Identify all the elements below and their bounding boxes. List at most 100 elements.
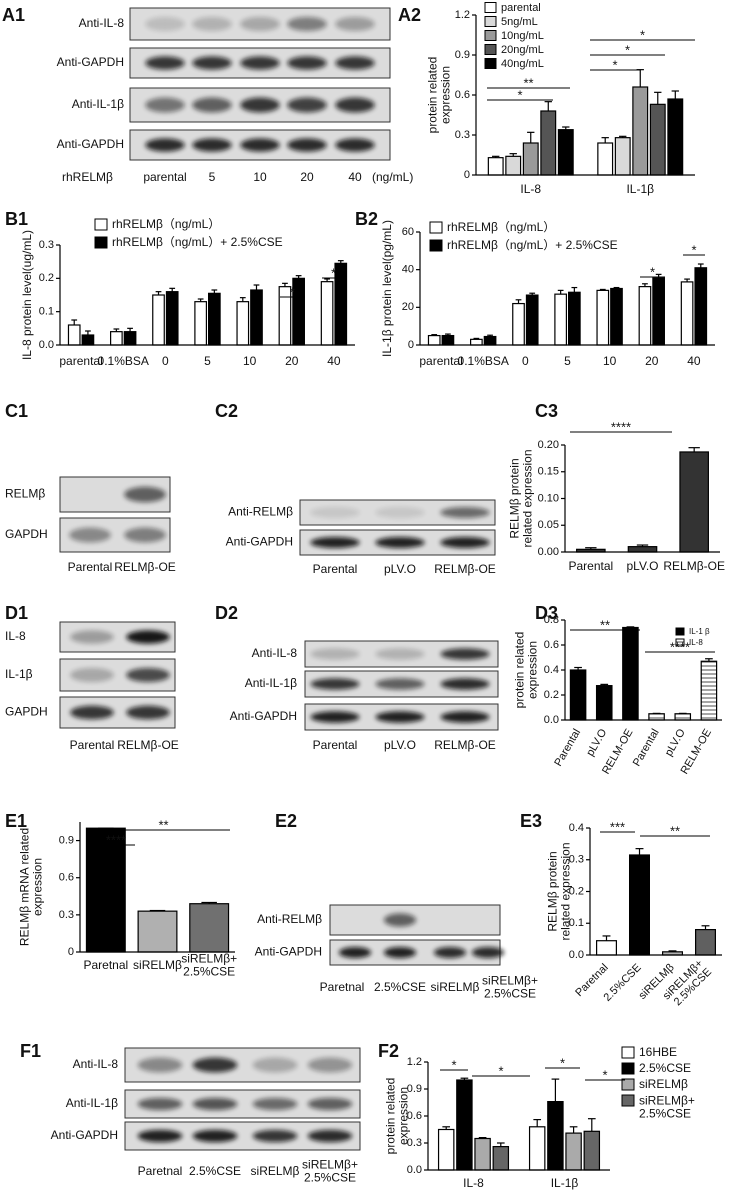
bar <box>85 827 126 953</box>
significance-label: * <box>560 1055 565 1070</box>
y-tick-label: 1.2 <box>455 9 470 21</box>
blot-band <box>310 711 360 723</box>
blot-band <box>383 947 417 958</box>
legend-label: 20ng/mL <box>501 44 544 56</box>
blot-row-label: Anti-GAPDH <box>226 535 293 549</box>
bar <box>679 451 709 553</box>
lane-label: Parental <box>68 560 113 574</box>
x-tick-label: 0.1%BSA <box>458 354 509 368</box>
text-line: 2.5%CSE <box>183 965 235 979</box>
y-tick-label: 0.05 <box>538 519 559 531</box>
blot-band <box>240 56 280 70</box>
lane-label: siRELMβ+ 2.5%CSE <box>302 1158 358 1185</box>
blot-row-label: Anti-GAPDH <box>51 1128 118 1142</box>
blot-band <box>310 537 360 548</box>
panel-label: D1 <box>5 603 28 623</box>
bar <box>522 142 539 176</box>
blot-band <box>192 1097 238 1111</box>
y-tick-label: 0.0 <box>544 714 559 726</box>
bar <box>505 155 522 176</box>
lane-label: 2.5%CSE <box>189 1164 241 1178</box>
x-tick-label: parental <box>59 354 102 368</box>
bar <box>557 129 574 176</box>
x-tick-label: Parental <box>552 727 583 768</box>
lane-label: pLV.O <box>384 562 416 576</box>
text-line: protein related <box>426 57 440 134</box>
bar <box>610 287 623 346</box>
significance-label: ** <box>600 617 610 632</box>
legend-label: 40ng/mL <box>501 58 544 70</box>
blot-band <box>252 1057 298 1073</box>
legend-label: parental <box>501 2 541 14</box>
lane-label: parental <box>143 170 186 184</box>
lane-label: Parental <box>70 738 115 752</box>
blot-band <box>287 56 327 70</box>
blot-row-label: Anti-RELMβ <box>228 505 293 519</box>
y-tick-label: 0.2 <box>544 689 559 701</box>
legend-swatch <box>675 627 685 636</box>
significance-label: * <box>625 42 630 57</box>
bar <box>595 685 613 721</box>
blot-row-label: GAPDH <box>5 705 48 719</box>
panel-label: B2 <box>355 209 378 229</box>
x-tick-label: Parental <box>631 727 662 768</box>
significance-label: **** <box>106 832 126 847</box>
text-line: 2.5%CSE <box>304 1171 356 1185</box>
y-tick-label: 0.3 <box>569 854 584 866</box>
y-axis-label: RELMβ mRNA relatedexpression <box>18 828 45 946</box>
x-tick-label: pLV.O <box>663 727 688 759</box>
bar <box>320 281 334 346</box>
text-line: expression <box>526 641 540 699</box>
x-tick-label: 0.1%BSA <box>98 354 149 368</box>
x-tick-label: IL-1β <box>626 182 654 196</box>
y-axis-label: IL-8 protein level(ug/mL) <box>20 230 34 360</box>
blot-band <box>192 16 232 32</box>
x-tick-label: 5 <box>204 354 211 368</box>
legend-swatch <box>484 58 497 69</box>
y-tick-label: 0.1 <box>39 306 54 318</box>
legend-swatch <box>484 30 497 41</box>
blot-band <box>69 527 111 543</box>
blot-band <box>433 947 467 958</box>
significance-label: * <box>290 284 295 299</box>
y-tick-label: 40 <box>402 264 414 276</box>
bar <box>694 267 708 346</box>
legend-label: IL-8 <box>689 638 703 647</box>
y-axis-label: protein relatedexpression <box>513 632 540 709</box>
x-tick-label: RELMβ-OE <box>663 559 725 573</box>
bar <box>627 546 658 553</box>
blot-band <box>440 648 490 660</box>
blot-band <box>440 537 490 548</box>
blot-row-label: Anti-RELMβ <box>257 912 322 926</box>
legend-swatch <box>621 1062 635 1075</box>
blot-row-label: Anti-IL-1β <box>245 676 297 690</box>
panel-label: C3 <box>535 401 558 421</box>
blot-band <box>375 678 425 690</box>
blot-band <box>192 56 232 70</box>
blot-row-label: Anti-IL-8 <box>252 646 298 660</box>
y-tick-label: 0.6 <box>407 1110 422 1122</box>
y-tick-label: 0.6 <box>544 639 559 651</box>
significance-label: ** <box>670 823 680 838</box>
bar <box>595 940 617 956</box>
significance-label: * <box>498 1063 503 1078</box>
x-tick-label: 5 <box>564 354 571 368</box>
legend-label: 16HBE <box>639 1045 677 1059</box>
bar <box>622 626 639 721</box>
y-tick-label: 0.9 <box>407 1083 422 1095</box>
lane-label: siRELMβ <box>251 1164 300 1178</box>
lane-label: 20 <box>300 170 314 184</box>
text-line: related expression <box>521 449 535 547</box>
bar <box>569 669 587 721</box>
bar <box>628 854 650 956</box>
blot-band <box>192 1057 238 1073</box>
panel-label: E2 <box>275 811 297 831</box>
x-tick-label: 40 <box>687 354 701 368</box>
bar <box>456 1079 473 1171</box>
bar <box>123 331 137 346</box>
y-tick-label: 0.00 <box>538 546 559 558</box>
bar <box>67 324 81 346</box>
text-line: RELMβ protein <box>546 851 560 931</box>
blot-row-label: IL-1β <box>5 667 33 681</box>
significance-label: **** <box>670 639 690 654</box>
